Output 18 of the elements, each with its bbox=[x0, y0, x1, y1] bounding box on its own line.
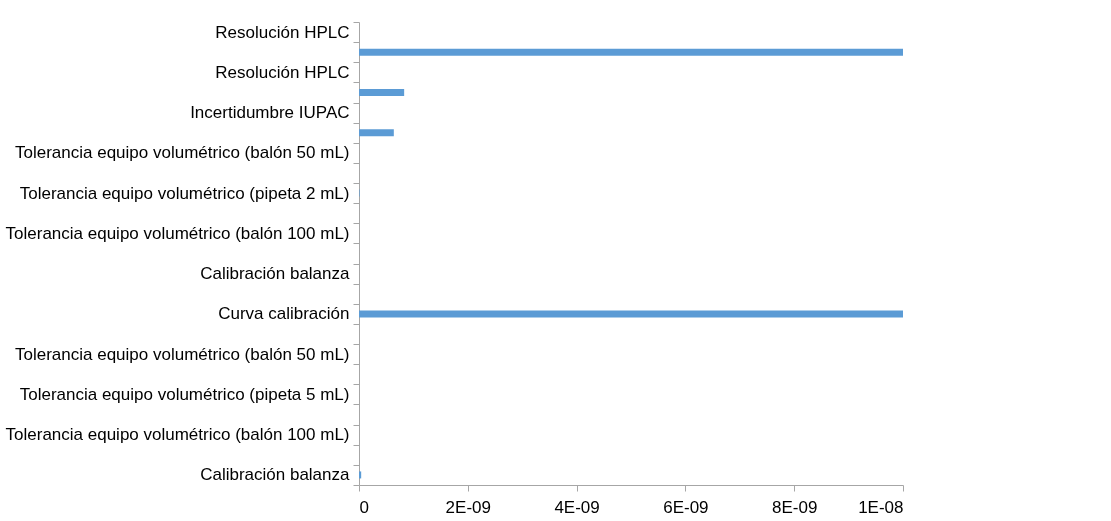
y-tick-label: Calibración balanza bbox=[200, 465, 351, 485]
x-tick-label: 8E-09 bbox=[772, 497, 818, 517]
x-tick-label: 6E-09 bbox=[663, 497, 709, 517]
y-tick-label: Calibración balanza bbox=[200, 264, 351, 284]
y-tick-label: Tolerancia equipo volumétrico (balón 100 mL) bbox=[5, 425, 350, 445]
y-tick-label: Tolerancia equipo volumétrico (pipeta 2 mL) bbox=[19, 183, 350, 203]
y-tick-label: Resolución HPLC bbox=[215, 22, 350, 42]
y-tick-label: Resolución HPLC bbox=[215, 62, 350, 82]
y-tick-label: Tolerancia equipo volumétrico (balón 100 mL) bbox=[5, 223, 350, 243]
y-tick-label: Incertidumbre IUPAC bbox=[190, 103, 350, 123]
y-tick-label: Tolerancia equipo volumétrico (balón 50 mL) bbox=[14, 143, 350, 163]
x-tick-label: 0 bbox=[359, 497, 369, 517]
y-tick-label: Curva calibración bbox=[218, 304, 350, 324]
x-tick-label: 4E-09 bbox=[554, 497, 600, 517]
y-tick-label: Tolerancia equipo volumétrico (balón 50 mL) bbox=[14, 344, 350, 364]
x-tick-label: 1E-08 bbox=[858, 497, 904, 517]
x-tick-label: 2E-09 bbox=[445, 497, 491, 517]
y-tick-label: Tolerancia equipo volumétrico (pipeta 5 mL) bbox=[19, 384, 350, 404]
